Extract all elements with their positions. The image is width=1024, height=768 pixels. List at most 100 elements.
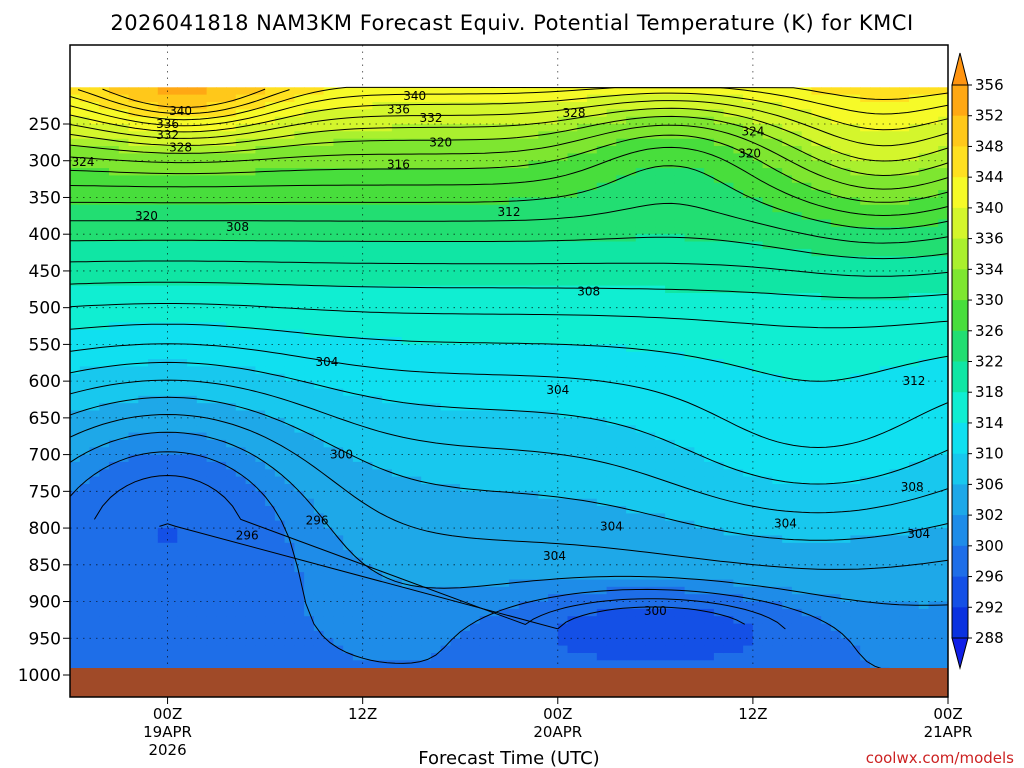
colorbar-label: 302 bbox=[975, 506, 1004, 524]
x-tick-label: 20APR bbox=[533, 723, 582, 741]
y-tick-label: 900 bbox=[29, 593, 61, 613]
colorbar-swatch bbox=[952, 85, 968, 117]
contour-label: 324 bbox=[72, 155, 95, 169]
contour-label: 300 bbox=[644, 604, 667, 618]
contour-label: 308 bbox=[901, 480, 924, 494]
colorbar-swatch bbox=[952, 361, 968, 393]
x-tick-label: 00Z bbox=[933, 705, 962, 723]
colorbar-label: 318 bbox=[975, 383, 1004, 401]
colorbar-label: 352 bbox=[975, 107, 1004, 125]
contour-label: 312 bbox=[902, 374, 925, 388]
contour-label: 300 bbox=[330, 448, 353, 462]
colorbar-label: 334 bbox=[975, 260, 1004, 278]
colorbar-swatch bbox=[952, 515, 968, 547]
colorbar-swatch bbox=[952, 207, 968, 240]
colorbar-label: 296 bbox=[975, 568, 1004, 586]
contour-label: 324 bbox=[741, 124, 764, 138]
contour-labels: 3403363323403363323283243283243203203163… bbox=[72, 89, 931, 618]
y-tick-label: 850 bbox=[29, 556, 61, 576]
y-tick-label: 1000 bbox=[18, 666, 61, 686]
x-axis-label: Forecast Time (UTC) bbox=[418, 748, 599, 768]
contour-label: 304 bbox=[315, 355, 338, 369]
x-tick-label: 19APR bbox=[143, 723, 192, 741]
credit-link[interactable]: coolwx.com/models bbox=[866, 749, 1014, 767]
contour-label: 304 bbox=[600, 520, 623, 534]
contour-label: 296 bbox=[236, 528, 259, 542]
colorbar-label: 348 bbox=[975, 137, 1004, 155]
colorbar-label: 340 bbox=[975, 199, 1004, 217]
y-tick-label: 400 bbox=[29, 225, 61, 245]
colorbar-label: 288 bbox=[975, 629, 1004, 647]
y-tick-label: 250 bbox=[29, 115, 61, 135]
contour-label: 304 bbox=[543, 549, 566, 563]
y-tick-label: 950 bbox=[29, 629, 61, 649]
colorbar-swatch bbox=[952, 422, 968, 455]
colorbar-swatch bbox=[952, 115, 968, 147]
colorbar-swatch bbox=[952, 177, 968, 209]
colorbar-low-arrow bbox=[951, 637, 969, 670]
colorbar-label: 300 bbox=[975, 537, 1004, 555]
colorbar-label: 310 bbox=[975, 445, 1004, 463]
colorbar-swatch bbox=[952, 453, 968, 485]
colorbar-label: 336 bbox=[975, 230, 1004, 248]
colorbar-swatch bbox=[952, 392, 968, 424]
y-tick-label: 650 bbox=[29, 409, 61, 429]
colorbar: 356 352 348 344 340 336 334 330 326 322 318 314 310 3… bbox=[951, 52, 1004, 670]
x-tick-label: 12Z bbox=[348, 705, 377, 723]
colorbar-swatch bbox=[952, 330, 968, 362]
contour-label: 304 bbox=[774, 517, 797, 531]
colorbar-swatch bbox=[952, 146, 968, 178]
contour-label: 328 bbox=[169, 141, 192, 155]
contour-label: 304 bbox=[546, 383, 569, 397]
colorbar-swatch bbox=[952, 545, 968, 577]
contour-label: 308 bbox=[577, 285, 600, 299]
x-tick-label: 00Z bbox=[153, 705, 182, 723]
y-tick-label: 500 bbox=[29, 299, 61, 319]
contour-lines bbox=[70, 86, 948, 676]
x-tick-label: 21APR bbox=[924, 723, 973, 741]
contour-label: 308 bbox=[226, 220, 249, 234]
contour-label: 336 bbox=[387, 102, 410, 116]
y-tick-label: 350 bbox=[29, 188, 61, 208]
colorbar-label: 322 bbox=[975, 353, 1004, 371]
colorbar-swatch bbox=[952, 300, 968, 332]
theta-e-field bbox=[70, 87, 948, 683]
contour-label: 340 bbox=[403, 89, 426, 103]
contour-label: 320 bbox=[738, 146, 761, 160]
contour-label: 316 bbox=[387, 157, 410, 171]
plot-frame bbox=[69, 44, 949, 698]
colorbar-high-arrow bbox=[951, 52, 969, 86]
colorbar-label: 326 bbox=[975, 322, 1004, 340]
y-axis: 250 300 350 400 450 500 550 600 650 700 750 800 850 9… bbox=[18, 115, 70, 686]
y-tick-label: 800 bbox=[29, 519, 61, 539]
x-tick-label: 00Z bbox=[543, 705, 572, 723]
x-tick-label: 2026 bbox=[148, 741, 186, 759]
x-tick-label: 12Z bbox=[738, 705, 767, 723]
contour-label: 332 bbox=[156, 128, 179, 142]
colorbar-swatch bbox=[952, 484, 968, 516]
y-tick-label: 450 bbox=[29, 262, 61, 282]
chart-title: 2026041818 NAM3KM Forecast Equiv. Potent… bbox=[110, 11, 913, 35]
y-tick-label: 700 bbox=[29, 446, 61, 466]
contour-label: 304 bbox=[907, 527, 930, 541]
contour-label: 336 bbox=[156, 117, 179, 131]
contour-label: 296 bbox=[306, 514, 329, 528]
ground-below-surface bbox=[70, 668, 948, 697]
contour-label: 332 bbox=[420, 111, 443, 125]
contour-label: 320 bbox=[429, 135, 452, 149]
contour-label: 320 bbox=[135, 209, 158, 223]
colorbar-swatch bbox=[952, 576, 968, 608]
contour-label: 328 bbox=[563, 106, 586, 120]
colorbar-swatch bbox=[952, 607, 968, 639]
colorbar-label: 356 bbox=[975, 76, 1004, 94]
colorbar-label: 314 bbox=[975, 414, 1004, 432]
y-tick-label: 550 bbox=[29, 335, 61, 355]
colorbar-label: 330 bbox=[975, 291, 1004, 309]
colorbar-label: 344 bbox=[975, 168, 1004, 186]
colorbar-swatch bbox=[952, 238, 968, 270]
contour-label: 340 bbox=[169, 104, 192, 118]
colorbar-swatch bbox=[952, 269, 968, 301]
colorbar-label: 306 bbox=[975, 475, 1004, 493]
